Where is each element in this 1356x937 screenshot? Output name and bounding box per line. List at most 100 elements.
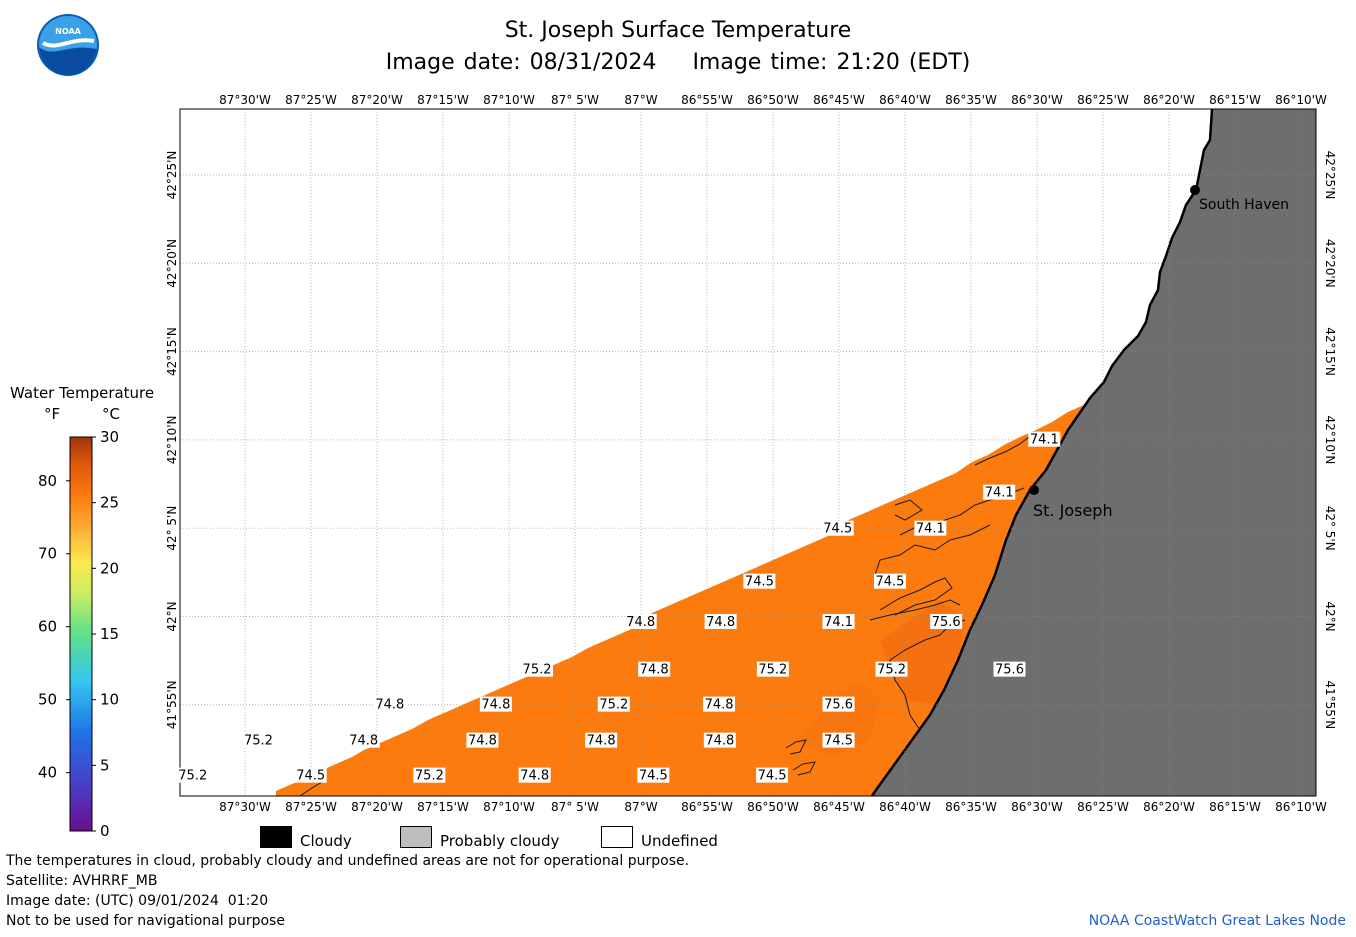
- noaa-logo: NOAA: [37, 14, 99, 76]
- temperature-label: 74.1: [916, 522, 945, 537]
- temp-label-bg: [821, 520, 854, 536]
- lon-label-top: 87°20'W: [351, 93, 403, 107]
- legend-label-cloudy: Cloudy: [300, 832, 352, 850]
- lat-label-right: 42°N: [1323, 601, 1337, 631]
- temp-label-bg: [703, 732, 736, 748]
- lon-label-bottom: 87° 5'W: [551, 800, 599, 814]
- lon-label-top: 87°30'W: [219, 93, 271, 107]
- temp-label-bg: [1028, 431, 1061, 447]
- legend-tick-c: 15: [100, 625, 119, 643]
- temperature-label: 74.1: [824, 615, 853, 630]
- utc-date: Image date: (UTC) 09/01/2024 01:20: [6, 893, 269, 909]
- city-marker: [1190, 185, 1200, 195]
- lat-label-left: 42°10'N: [165, 415, 179, 464]
- legend-tick-c: 20: [100, 559, 119, 577]
- temp-label-bg: [413, 767, 446, 783]
- temperature-label: 74.8: [481, 698, 510, 713]
- lon-label-bottom: 86°20'W: [1143, 800, 1195, 814]
- temp-label-bg: [466, 732, 499, 748]
- lat-label-right: 42°15'N: [1323, 327, 1337, 376]
- credit-link[interactable]: NOAA CoastWatch Great Lakes Node: [1088, 913, 1346, 929]
- temperature-label: 74.5: [876, 575, 905, 590]
- legend-label-undefined: Undefined: [641, 832, 718, 850]
- map-title: St. Joseph Surface Temperature: [504, 18, 852, 43]
- lon-label-top: 86°40'W: [879, 93, 931, 107]
- legend-swatch-undefined: [601, 826, 633, 848]
- city-marker: [1029, 485, 1039, 495]
- legend-tick-f: 60: [38, 618, 57, 636]
- legend-tick-c: 25: [100, 494, 119, 512]
- temp-label-bg: [822, 613, 855, 629]
- lon-label-top: 86°10'W: [1275, 93, 1327, 107]
- lon-label-top: 87° 5'W: [551, 93, 599, 107]
- lat-label-left: 42°15'N: [165, 327, 179, 376]
- temp-label-bg: [521, 661, 554, 677]
- temp-label-bg: [176, 767, 209, 783]
- lon-label-bottom: 86°25'W: [1077, 800, 1129, 814]
- lon-label-bottom: 86°30'W: [1011, 800, 1063, 814]
- lon-label-top: 86°45'W: [813, 93, 865, 107]
- lon-label-bottom: 87°30'W: [219, 800, 271, 814]
- lat-label-right: 42° 5'N: [1323, 506, 1337, 551]
- temp-label-bg: [822, 696, 855, 712]
- lat-label-right: 41°55'N: [1323, 680, 1337, 729]
- temp-label-bg: [637, 767, 670, 783]
- lon-label-top: 86°55'W: [681, 93, 733, 107]
- lon-label-top: 87°25'W: [285, 93, 337, 107]
- lon-label-bottom: 86°40'W: [879, 800, 931, 814]
- legend-tick-c: 0: [100, 822, 110, 840]
- legend-swatch-probably-cloudy: [400, 826, 432, 848]
- lon-label-top: 86°20'W: [1143, 93, 1195, 107]
- navigation-warning: Not to be used for navigational purpose: [6, 913, 285, 929]
- temperature-label: 74.8: [705, 698, 734, 713]
- logo-text: NOAA: [55, 27, 81, 36]
- temperature-label: 74.8: [587, 734, 616, 749]
- land-layer: [870, 108, 1316, 797]
- place-layer: South Haven St. Joseph: [1029, 185, 1289, 520]
- temperature-label: 75.2: [244, 734, 273, 749]
- temp-label-bg: [875, 661, 908, 677]
- city-label: St. Joseph: [1033, 501, 1113, 520]
- legend-tick-c: 30: [100, 428, 119, 446]
- image-date: Image date: 08/31/2024: [385, 50, 657, 75]
- lon-label-bottom: 87°20'W: [351, 800, 403, 814]
- temperature-label: 74.8: [375, 698, 404, 713]
- lon-label-bottom: 86°45'W: [813, 800, 865, 814]
- lon-label-bottom: 86°50'W: [747, 800, 799, 814]
- satellite-info: Satellite: AVHRRF_MB: [6, 873, 158, 889]
- temp-label-bg: [294, 767, 327, 783]
- temperature-label: 75.6: [824, 698, 853, 713]
- lon-label-bottom: 87°10'W: [483, 800, 535, 814]
- lat-label-left: 42°20'N: [165, 239, 179, 288]
- legend-tick-c: 5: [100, 756, 110, 774]
- temperature-label: 75.2: [758, 663, 787, 678]
- temperature-label: 74.8: [640, 663, 669, 678]
- lat-label-right: 42°20'N: [1323, 239, 1337, 288]
- city-label: South Haven: [1199, 197, 1289, 213]
- lon-label-bottom: 86°55'W: [681, 800, 733, 814]
- lon-label-top: 87°15'W: [417, 93, 469, 107]
- lon-label-bottom: 86°35'W: [945, 800, 997, 814]
- lon-label-top: 86°50'W: [747, 93, 799, 107]
- temperature-label: 75.2: [877, 663, 906, 678]
- temp-label-bg: [756, 767, 789, 783]
- legend-title: Water Temperature: [10, 384, 155, 402]
- legend-tick-f: 70: [38, 545, 57, 563]
- legend-tick-f: 40: [38, 764, 57, 782]
- lon-label-top: 86°25'W: [1077, 93, 1129, 107]
- temp-label-bg: [930, 613, 963, 629]
- temperature-label: 75.2: [599, 698, 628, 713]
- temp-label-bg: [347, 732, 380, 748]
- temperature-label: 74.8: [468, 734, 497, 749]
- temp-label-bg: [479, 696, 512, 712]
- lon-label-top: 87°10'W: [483, 93, 535, 107]
- temperature-label: 74.1: [985, 486, 1014, 501]
- temperature-label: 74.8: [705, 734, 734, 749]
- temp-label-bg: [914, 520, 947, 536]
- temp-label-bg: [743, 573, 776, 589]
- lon-label-top: 86°15'W: [1209, 93, 1261, 107]
- image-time: Image time: 21:20 (EDT): [692, 50, 971, 75]
- temperature-label: 74.8: [349, 734, 378, 749]
- temperature-label: 74.8: [520, 769, 549, 784]
